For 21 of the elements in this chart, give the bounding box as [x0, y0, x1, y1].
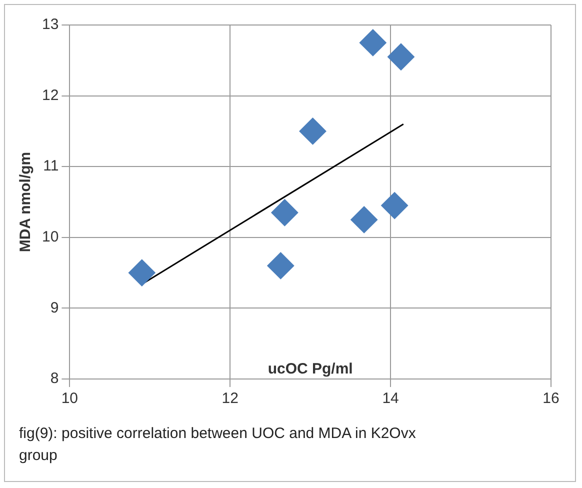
x-tick-label: 16 — [542, 390, 560, 408]
y-tick-label: 13 — [42, 16, 59, 34]
y-tick-label: 11 — [43, 158, 59, 175]
x-tick-label: 12 — [222, 390, 238, 408]
point — [381, 192, 408, 220]
point — [359, 29, 386, 56]
x-axis-title: ucOC Pg/ml — [268, 360, 353, 378]
point — [271, 199, 298, 226]
x-tick-label: 10 — [61, 390, 78, 408]
y-tick-label: 8 — [50, 370, 59, 388]
y-tick-label: 9 — [50, 299, 59, 316]
y-tick-label: 10 — [42, 228, 59, 246]
text: fig(9): positive correlation between UOC and MDA in K2Ovx group — [19, 424, 417, 466]
point — [267, 252, 294, 280]
x-tick-label: 14 — [382, 390, 399, 408]
point — [387, 43, 414, 70]
y-tick-label: 12 — [42, 86, 59, 104]
point — [350, 206, 378, 234]
point — [128, 259, 156, 286]
point — [299, 118, 326, 145]
y-axis-title: MDA nmol/gm — [17, 152, 34, 252]
